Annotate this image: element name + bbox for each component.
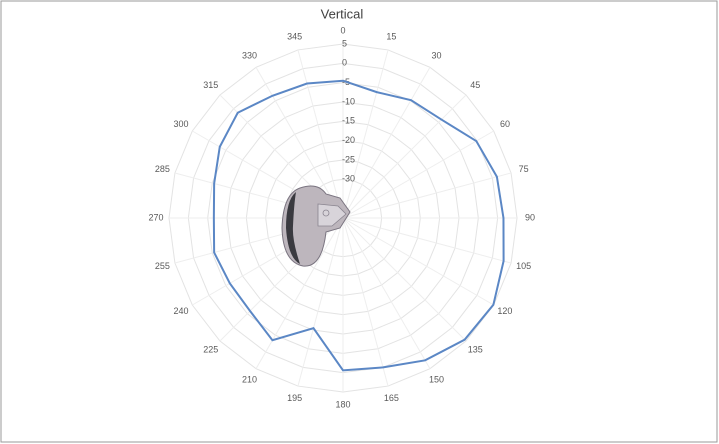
angle-label: 105 — [516, 261, 531, 271]
angle-label: 330 — [242, 50, 257, 60]
angle-label: 60 — [500, 119, 510, 129]
spoke — [342, 217, 494, 306]
angle-label: 75 — [519, 164, 529, 174]
grid — [168, 43, 518, 393]
r-tick-label: -25 — [342, 154, 355, 164]
angle-label: 30 — [431, 50, 441, 60]
spoke — [255, 217, 344, 369]
spoke — [342, 217, 467, 342]
spoke — [342, 49, 389, 219]
angle-label: 0 — [340, 25, 345, 35]
angle-label: 300 — [174, 119, 189, 129]
angle-label: 285 — [155, 164, 170, 174]
chart-title: Vertical — [321, 6, 364, 21]
spoke — [297, 49, 344, 219]
angle-label: 210 — [242, 374, 257, 384]
series-line — [212, 79, 505, 372]
spoke — [255, 67, 344, 219]
r-tick-label: -10 — [342, 96, 355, 106]
angle-label: 135 — [468, 345, 483, 355]
earbud-image — [281, 185, 351, 267]
spoke — [297, 217, 344, 387]
spoke — [342, 217, 431, 369]
plot: 50-5-10-15-20-25-30015304560759010512013… — [148, 25, 535, 409]
angle-label: 120 — [497, 306, 512, 316]
r-tick-label: -30 — [342, 174, 355, 184]
angle-label: 345 — [287, 32, 302, 42]
r-tick-label: -20 — [342, 135, 355, 145]
angle-label: 255 — [155, 261, 170, 271]
r-tick-label: -15 — [342, 116, 355, 126]
spoke — [342, 67, 431, 219]
angle-label: 270 — [148, 212, 163, 222]
angle-label: 225 — [203, 345, 218, 355]
spoke — [342, 172, 512, 219]
angle-label: 315 — [203, 80, 218, 90]
angle-label: 240 — [174, 306, 189, 316]
spoke — [342, 217, 389, 387]
angle-label: 195 — [287, 393, 302, 403]
r-tick-label: 0 — [342, 58, 347, 68]
angle-label: 90 — [525, 212, 535, 222]
spoke — [342, 130, 494, 219]
angle-label: 165 — [384, 393, 399, 403]
angle-label: 45 — [470, 80, 480, 90]
angle-label: 180 — [335, 399, 350, 409]
spoke — [342, 94, 467, 219]
r-tick-label: 5 — [342, 38, 347, 48]
angle-label: 15 — [386, 32, 396, 42]
angle-label: 150 — [429, 374, 444, 384]
spoke — [342, 217, 512, 264]
